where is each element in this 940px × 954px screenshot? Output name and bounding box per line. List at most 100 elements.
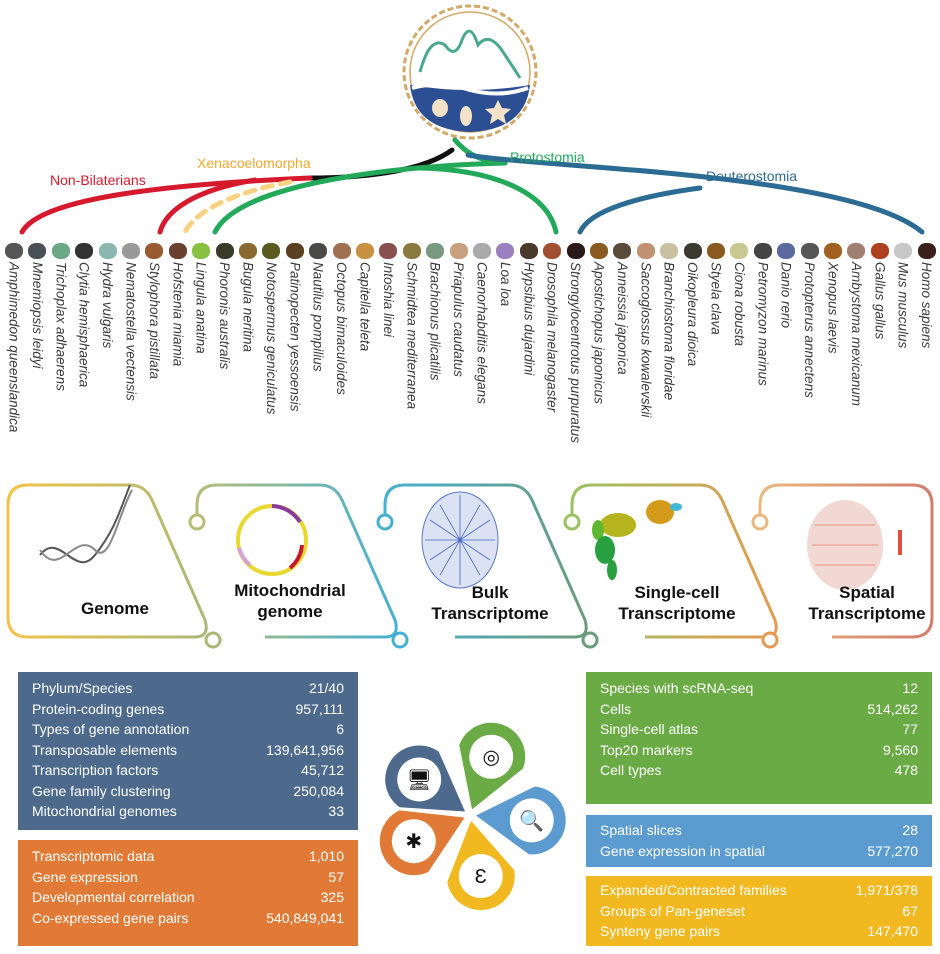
organism-icon [75, 243, 94, 259]
species-label: Nematostella vectensis [123, 262, 139, 401]
stat-row: Expanded/Contracted families 1,971/378 [600, 880, 918, 901]
stat-row: Gene expression in spatial 577,270 [600, 841, 918, 862]
connector-circle [376, 513, 394, 531]
species-label: Brachionus plicatilis [427, 262, 443, 381]
stat-label: Top20 markers [600, 741, 693, 758]
stat-row: Transposable elements 139,641,956 [32, 740, 344, 761]
stat-value: 325 [320, 889, 344, 905]
organism-icon [215, 243, 234, 259]
organism-icon [449, 243, 468, 259]
organism-icon [660, 243, 679, 259]
species-label: Hypsibius dujardini [521, 262, 537, 376]
stat-value: 67 [902, 902, 918, 919]
species-label: Drosophila melanogaster [544, 262, 560, 413]
organism-icon [332, 243, 351, 259]
stat-value: 33 [328, 803, 344, 819]
stat-row: Synteny gene pairs 147,470 [600, 921, 918, 942]
organism-icon [613, 243, 632, 259]
species-label: Xenopus laevis [825, 262, 841, 354]
clade-label-protostomia: Protostomia [510, 149, 585, 165]
stat-value: 478 [894, 762, 918, 778]
stat-row: Phylum/Species 21/40 [32, 678, 344, 699]
species-label: Oikopleura dioica [685, 262, 701, 367]
dna-helix-icon [39, 484, 133, 564]
organism-icon [590, 243, 608, 259]
organism-icon [707, 243, 725, 259]
network-icon: ✱ [405, 831, 422, 853]
stat-row: Cells 514,262 [600, 699, 918, 720]
magnifier-icon: 🔍 [519, 807, 544, 832]
species-label: Danio rerio [778, 262, 794, 329]
connector-circle [751, 513, 769, 531]
stat-value: 57 [328, 868, 344, 885]
branch-xenacoelomorpha [182, 179, 293, 235]
stat-value: 1,971/378 [855, 882, 918, 898]
stat-label: Expanded/Contracted families [600, 882, 787, 898]
organism-icon [800, 243, 819, 259]
organism-icon [496, 243, 515, 259]
species-label: Homo sapiens [919, 262, 935, 349]
hub-petal: 🖥 [385, 745, 466, 812]
organism-icon [262, 243, 281, 259]
stat-label: Single-cell atlas [600, 721, 699, 737]
stat-label: Mitochondrial genomes [32, 803, 177, 819]
organism-icon [847, 243, 866, 259]
stat-row: Top20 markers 9,560 [600, 740, 918, 761]
data-pipeline [6, 483, 934, 649]
stat-label: Protein-coding genes [32, 700, 165, 717]
species-label: Gallus gallus [872, 262, 888, 340]
species-label: Notospermus geniculatus [263, 262, 279, 415]
stat-value: 6 [336, 721, 344, 737]
organism-icon [917, 243, 936, 259]
organism-icon [122, 243, 140, 259]
stat-value: 957,111 [295, 700, 344, 717]
stat-value: 12 [902, 680, 918, 696]
species-label: Lingula anatina [193, 262, 209, 354]
organism-icon [566, 243, 585, 259]
organism-icon [192, 243, 211, 259]
species-label: Apostichopus japonicus [591, 262, 607, 404]
panel-transcriptome-stats: Transcriptomic data 1,010 Gene expression 5… [18, 840, 358, 946]
stage-frame-spatial [758, 483, 934, 639]
connector-circle [761, 631, 779, 649]
branch-stylophora [157, 177, 258, 235]
species-label: Protopterus annectens [802, 262, 818, 398]
genome-monitor-icon: 🖥 [407, 769, 432, 791]
stat-value: 21/40 [308, 680, 344, 696]
organism-icon [543, 243, 562, 259]
species-label: Capitella teleta [357, 262, 373, 352]
species-label: Phoronis australis [217, 262, 233, 370]
species-label: Schmidtea mediterranea [404, 262, 420, 410]
stat-row: Transcription factors 45,712 [32, 760, 344, 781]
stat-value: 577,270 [867, 842, 918, 859]
species-label: Styela clava [708, 262, 724, 335]
connector-circle [391, 631, 409, 649]
stat-value: 77 [902, 721, 918, 737]
hub-petal: ✱ [379, 810, 465, 876]
species-label: Nautilus pompilius [310, 262, 326, 372]
stat-label: Phylum/Species [32, 680, 133, 696]
stat-label: Gene expression [32, 868, 138, 885]
stage-frame-bulk [383, 483, 588, 639]
stat-label: Synteny gene pairs [600, 923, 720, 939]
panel-single-cell-stats: Species with scRNA-seq 12 Cells 514,262 Sing… [586, 672, 932, 804]
stat-row: Developmental correlation 325 [32, 887, 344, 908]
stat-value: 250,084 [293, 782, 344, 799]
stat-value: 28 [902, 822, 918, 838]
stat-label: Groups of Pan-geneset [600, 902, 745, 919]
cell-icon: ◎ [482, 747, 499, 769]
stat-row: Mitochondrial genomes 33 [32, 801, 344, 822]
stat-label: Transcription factors [32, 762, 159, 778]
species-label: Bugula neritina [240, 262, 256, 353]
stat-value: 9,560 [882, 741, 918, 758]
stat-row: Single-cell atlas 77 [600, 719, 918, 740]
feature-hub: 🖥 ◎ 🔍 Ɛ ✱ [379, 722, 566, 911]
panel-evolution-stats: Expanded/Contracted families 1,971/378 Gro… [586, 876, 932, 946]
stat-value: 45,712 [301, 762, 344, 778]
stat-row: Transcriptomic data 1,010 [32, 846, 344, 867]
species-label: Hydra vulgaris [100, 262, 116, 349]
clade-label-non-bilaterians: Non-Bilaterians [50, 172, 146, 188]
species-label: Mus musculus [895, 262, 911, 349]
branch-deuterostomia-left [577, 185, 703, 235]
clade-label-xenacoelomorpha: Xenacoelomorpha [197, 155, 311, 171]
